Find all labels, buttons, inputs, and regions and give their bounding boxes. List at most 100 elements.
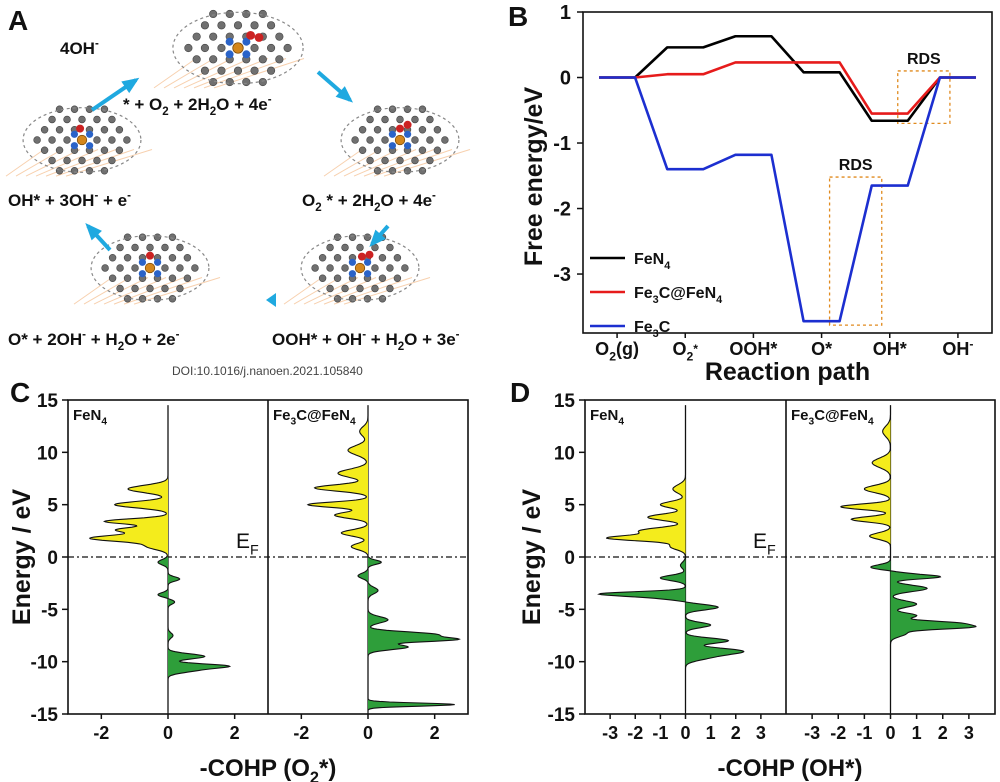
subplot-title: FeN4 <box>73 407 107 428</box>
carbon-atom <box>326 243 334 252</box>
carbon-atom <box>138 233 147 241</box>
cohp-curve <box>597 405 745 712</box>
carbon-atom <box>63 156 71 165</box>
carbon-atom <box>341 264 349 272</box>
nitrogen-atom <box>225 37 234 46</box>
y-tick-label: 0 <box>560 68 571 90</box>
carbon-atom <box>225 9 234 19</box>
substrate-line <box>333 149 381 177</box>
substrate-line <box>73 277 113 305</box>
iron-atom <box>76 134 88 146</box>
state-label-1: O2 * + 2H2O + 4e- <box>302 190 436 214</box>
cohp-o2-chart: 15 10 5 0 -5 -10 -15 Energy / eV -COHP (O2*) EF -2… <box>8 391 469 782</box>
y-tick-label: 15 <box>37 391 59 412</box>
carbon-atom <box>411 136 419 144</box>
fen4-graphene-model <box>283 233 431 305</box>
carbon-atom <box>426 136 434 144</box>
carbon-atom <box>411 115 419 124</box>
oxygen-atom <box>254 33 264 42</box>
substrate-line <box>283 277 323 305</box>
carbon-atom <box>100 167 109 175</box>
fermi-label: EF <box>753 530 776 558</box>
carbon-atom <box>100 146 109 154</box>
y-tick-label: -15 <box>548 705 576 726</box>
carbon-atom <box>381 115 389 124</box>
carbon-atom <box>363 233 372 241</box>
carbon-atom <box>63 115 71 124</box>
carbon-atom <box>266 43 276 53</box>
y-tick-label: 15 <box>554 391 576 412</box>
nitrogen-atom <box>242 50 251 59</box>
arrow-step2-icon <box>369 224 390 247</box>
carbon-atom <box>363 295 372 303</box>
reaction-arrows <box>85 70 390 307</box>
x-tick-label: -1 <box>856 723 872 743</box>
carbon-atom <box>371 264 379 272</box>
carbon-atom <box>85 167 94 175</box>
oxygen-atom <box>357 252 366 261</box>
molecule-images <box>5 9 471 305</box>
carbon-atom <box>225 77 234 87</box>
cohp-area-below-ef <box>870 557 976 712</box>
nitrogen-atom <box>85 142 94 150</box>
carbon-atom <box>366 136 374 144</box>
carbon-atom <box>153 233 162 241</box>
carbon-atom <box>388 105 397 113</box>
oxygen-atom <box>403 120 412 129</box>
x-tick-label: -2 <box>830 723 846 743</box>
carbon-atom <box>192 55 201 64</box>
sheet-outline <box>340 107 460 173</box>
panel-c-label: C <box>10 377 30 408</box>
carbon-atom <box>378 295 387 303</box>
state-label-0: * + O2 + 2H2O + 4e- <box>123 94 272 118</box>
carbon-atom <box>275 32 284 41</box>
carbon-atom <box>403 105 412 113</box>
carbon-atom <box>333 274 342 282</box>
state-label-2: OOH* + OH- + H2O + 3e- <box>272 329 460 353</box>
carbon-atom <box>176 243 184 252</box>
carbon-atom <box>386 284 394 293</box>
carbon-atom <box>101 264 109 272</box>
carbon-atom <box>55 167 64 175</box>
y-tick-label: 5 <box>564 496 575 517</box>
nitrogen-atom <box>153 270 162 278</box>
x-tick-label: 0 <box>680 723 690 743</box>
carbon-atom <box>176 264 184 272</box>
carbon-atom <box>183 274 192 282</box>
y-tick-label: -3 <box>553 264 571 286</box>
carbon-atom <box>192 32 201 41</box>
carbon-atom <box>341 284 349 293</box>
x-tick-label: -2 <box>93 723 109 743</box>
carbon-atom <box>381 136 389 144</box>
nitrogen-atom <box>388 130 397 138</box>
carbon-atom <box>48 115 56 124</box>
carbon-atom <box>326 264 334 272</box>
carbon-atom <box>418 105 427 113</box>
carbon-atom <box>116 284 124 293</box>
iron-atom <box>144 262 156 274</box>
carbon-atom <box>131 264 139 272</box>
carbon-atom <box>123 254 132 262</box>
carbon-atom <box>393 274 402 282</box>
carbon-atom <box>116 264 124 272</box>
carbon-atom <box>388 167 397 175</box>
carbon-atom <box>78 115 86 124</box>
carbon-atom <box>55 126 64 134</box>
nitrogen-atom <box>348 258 357 266</box>
carbon-atom <box>358 126 367 134</box>
rds-label: RDS <box>907 51 941 68</box>
substrate-line <box>193 58 269 89</box>
x-tick-label: -3 <box>602 723 618 743</box>
y-axis-label: Free energy/eV <box>520 87 548 267</box>
fen4-graphene-model <box>323 105 471 177</box>
series-line <box>599 34 976 123</box>
carbon-atom <box>250 43 259 53</box>
substrate-line <box>203 58 287 89</box>
series-line <box>599 61 976 115</box>
carbon-atom <box>33 136 41 144</box>
y-tick-label: -1 <box>553 133 571 155</box>
y-tick-label: 0 <box>47 548 58 569</box>
x-tick-label: OH* <box>873 339 907 359</box>
carbon-atom <box>233 21 243 30</box>
iron-atom <box>394 134 406 146</box>
